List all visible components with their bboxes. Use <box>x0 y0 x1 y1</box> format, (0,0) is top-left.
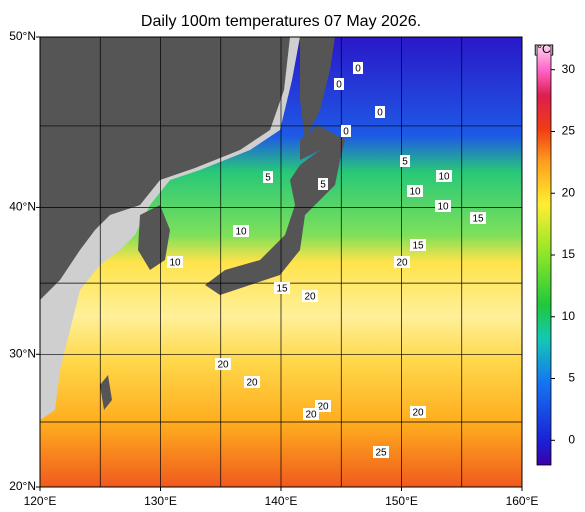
x-tick-label: 130°E <box>144 494 177 508</box>
colorbar-tick-label: 20 <box>562 185 576 199</box>
contour-label-bg <box>436 170 452 182</box>
contour-label: 15 <box>472 214 484 225</box>
contour-label: 0 <box>336 80 342 91</box>
contour-label-bg <box>233 225 249 237</box>
contour-label: 20 <box>304 292 316 303</box>
contour-label: 20 <box>412 408 424 419</box>
colorbar-tick-label: 10 <box>562 309 576 323</box>
contour-label: 15 <box>276 284 288 295</box>
contour-label-bg <box>435 200 451 212</box>
x-tick-label: 140°E <box>265 494 298 508</box>
contour-label-bg <box>263 171 273 183</box>
contour-label-bg <box>375 106 385 118</box>
contour-label-bg <box>341 125 351 137</box>
contour-label-bg <box>167 256 183 268</box>
contour-label: 20 <box>317 402 329 413</box>
contour-label: 0 <box>377 108 383 119</box>
contour-label-bg <box>410 239 426 251</box>
land-hokkaido <box>300 125 345 160</box>
contour-label-bg <box>302 290 318 302</box>
contour-label: 5 <box>402 157 408 168</box>
contour-label: 0 <box>343 127 349 138</box>
contour-label-bg <box>410 406 426 418</box>
contour-label: 15 <box>412 241 424 252</box>
colorbar-tick-label: 15 <box>562 247 576 261</box>
y-tick-label: 50°N <box>9 29 36 43</box>
land-korea <box>138 205 170 270</box>
contour-label: 0 <box>355 64 361 75</box>
contour-label: 20 <box>396 258 408 269</box>
contour-label: 10 <box>409 187 421 198</box>
colorbar-tick-label: 5 <box>568 371 575 385</box>
x-tick-label: 120°E <box>24 494 57 508</box>
map-title: Daily 100m temperatures 07 May 2026. <box>141 13 421 30</box>
x-tick-label: 160°E <box>506 494 539 508</box>
contour-label-bg <box>318 178 328 190</box>
contour-label-bg <box>373 446 389 458</box>
colorbar-label: [°C] <box>534 42 554 56</box>
contour-label: 5 <box>320 180 326 191</box>
contour-label-bg <box>334 78 344 90</box>
land-japan <box>205 150 340 295</box>
y-tick-label: 20°N <box>9 479 36 493</box>
contour-label-bg <box>244 376 260 388</box>
colorbar <box>536 44 552 466</box>
land-sakhalin <box>300 37 335 140</box>
contour-label-bg <box>394 256 410 268</box>
contour-label: 10 <box>169 258 181 269</box>
contour-label: 25 <box>375 448 387 459</box>
contour-label-bg <box>215 358 231 370</box>
land-taiwan <box>100 375 112 410</box>
contour-label: 10 <box>235 227 247 238</box>
contour-label: 20 <box>246 378 258 389</box>
contour-label: 5 <box>265 173 271 184</box>
contour-label-bg <box>407 185 423 197</box>
contour-label: 10 <box>438 172 450 183</box>
colorbar-tick-label: 25 <box>562 124 576 138</box>
contour-label-bg <box>303 408 319 420</box>
land-dark <box>40 37 290 300</box>
y-tick-label: 40°N <box>9 200 36 214</box>
contour-label-bg <box>400 155 410 167</box>
contour-label: 20 <box>305 410 317 421</box>
x-tick-label: 150°E <box>385 494 418 508</box>
colorbar-tick-label: 30 <box>562 62 576 76</box>
contour-label: 10 <box>437 202 449 213</box>
contour-label: 20 <box>217 360 229 371</box>
contour-label-bg <box>470 212 486 224</box>
y-tick-label: 30°N <box>9 346 36 360</box>
colorbar-tick-label: 0 <box>568 432 575 446</box>
contour-label-bg <box>353 62 363 74</box>
contour-label-bg <box>274 282 290 294</box>
